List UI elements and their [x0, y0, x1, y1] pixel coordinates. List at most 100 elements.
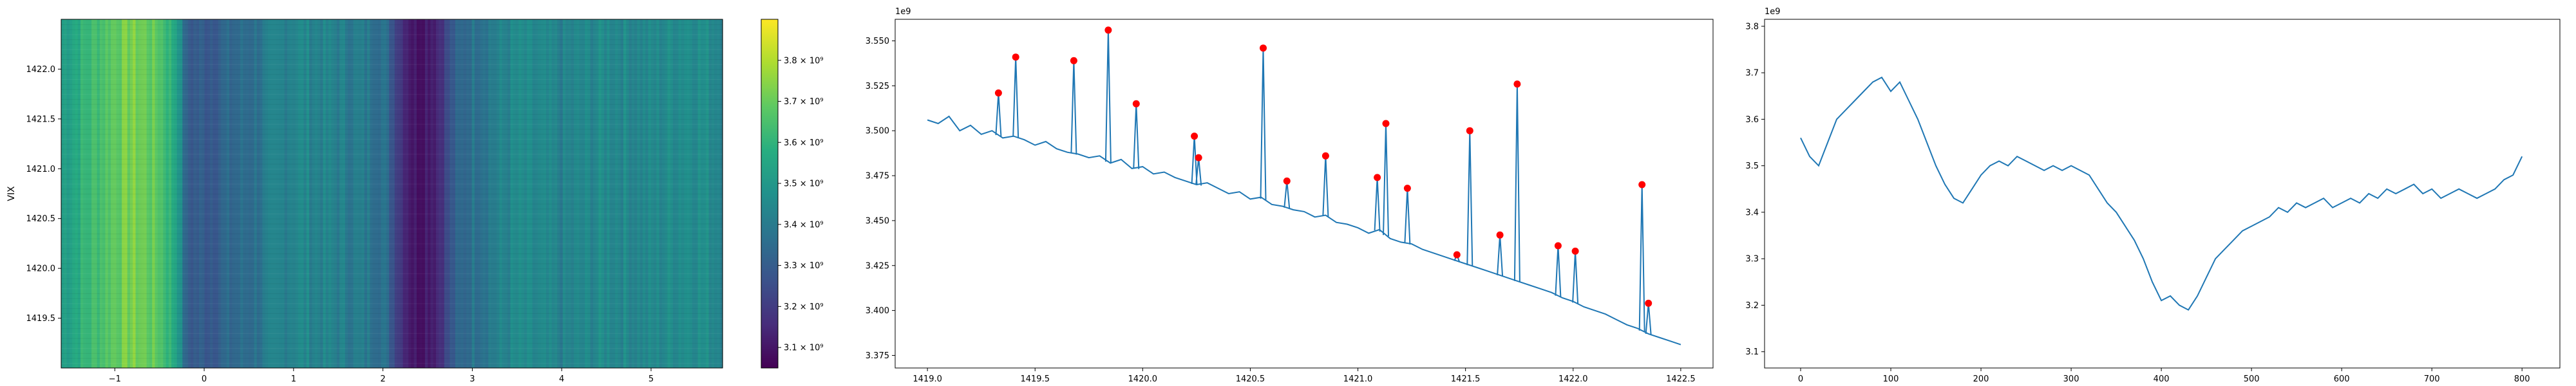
peak-marker	[1382, 120, 1390, 127]
heatmap-column	[375, 19, 379, 368]
heatmap-column	[72, 19, 75, 368]
heatmap-column	[447, 19, 450, 368]
heatmap-column	[474, 19, 478, 368]
heatmap-row-stripe	[61, 223, 723, 225]
heatmap-column	[176, 19, 180, 368]
y-tick-label: 3.450	[866, 216, 889, 226]
heatmap-column	[604, 19, 607, 368]
x-tick-label: 200	[1973, 374, 1989, 384]
heatmap-column	[645, 19, 649, 368]
heatmap-column	[279, 19, 282, 368]
y-tick-label: 1421.0	[26, 165, 56, 174]
heatmap-column	[113, 19, 117, 368]
heatmap-column	[629, 19, 632, 368]
peak-marker	[1638, 181, 1646, 188]
heatmap-column	[133, 19, 137, 368]
heatmap-row-stripe	[61, 124, 723, 125]
heatmap-column	[719, 19, 723, 368]
heatmap-column	[267, 19, 271, 368]
y-tick-label: 3.2	[1745, 301, 1759, 311]
colorbar-tick-label: 3.8 × 10⁹	[784, 56, 824, 66]
heatmap-column	[234, 19, 238, 368]
heatmap-column	[226, 19, 230, 368]
heatmap-column	[361, 19, 365, 368]
heatmap-column	[587, 19, 591, 368]
heatmap-column	[435, 19, 439, 368]
x-tick-label: 1419.0	[913, 374, 942, 384]
heatmap-column	[648, 19, 652, 368]
x-tick-label: 100	[1883, 374, 1899, 384]
heatmap-column	[77, 19, 81, 368]
heatmap-column	[221, 19, 225, 368]
y-tick-label: 3.500	[866, 127, 889, 136]
series-chart-panel: 0 100 200 300 400 500 600 700 800 3.1 3.2 3.3 3.4 3.5…	[1745, 7, 2561, 384]
heatmap-column	[325, 19, 329, 368]
heatmap-row-stripe	[61, 44, 723, 45]
peak-marker	[1195, 154, 1202, 161]
heatmap-column	[91, 19, 95, 368]
heatmap-column	[607, 19, 611, 368]
heatmap-column	[309, 19, 313, 368]
heatmap-cells	[61, 19, 723, 368]
peak-marker	[1453, 251, 1461, 259]
y-tick-label: 3.7	[1745, 69, 1759, 78]
heatmap-row-stripe	[61, 24, 723, 25]
heatmap-row-stripe	[61, 353, 723, 354]
heatmap-column	[623, 19, 627, 368]
heatmap-column	[345, 19, 348, 368]
heatmap-column	[240, 19, 244, 368]
heatmap-column	[609, 19, 613, 368]
heatmap-column	[480, 19, 484, 368]
heatmap-column	[135, 19, 139, 368]
x-tick-label: 1421.0	[1343, 374, 1373, 384]
y-tick-label: 3.475	[866, 172, 889, 181]
heatmap-column	[273, 19, 277, 368]
x-tick-label: 1419.5	[1020, 374, 1050, 384]
heatmap-column	[717, 19, 721, 368]
heatmap-column	[411, 19, 415, 368]
heatmap-column	[372, 19, 376, 368]
heatmap-column	[560, 19, 564, 368]
heatmap-column	[656, 19, 660, 368]
y-tick-label: 1421.5	[26, 115, 56, 124]
heatmap-column	[529, 19, 533, 368]
heatmap-column	[160, 19, 164, 368]
heatmap-column	[650, 19, 654, 368]
heatmap-column	[538, 19, 542, 368]
heatmap-row-stripe	[61, 94, 723, 95]
heatmap-column	[543, 19, 547, 368]
heatmap-column	[579, 19, 583, 368]
colorbar: 3.1 × 10⁹ 3.2 × 10⁹ 3.3 × 10⁹ 3.4 × 10⁹ 3.5 …	[761, 19, 824, 369]
heatmap-column	[458, 19, 462, 368]
heatmap-column	[695, 19, 699, 368]
peak-marker	[1645, 299, 1653, 307]
heatmap-column	[389, 19, 393, 368]
x-tick-label: −1	[109, 374, 121, 384]
heatmap-column	[513, 19, 516, 368]
heatmap-row-stripe	[61, 283, 723, 284]
heatmap-row-stripe	[61, 318, 723, 319]
heatmap-row-stripe	[61, 328, 723, 329]
heatmap-column	[213, 19, 216, 368]
heatmap-row-stripe	[61, 118, 723, 120]
heatmap-column	[689, 19, 693, 368]
heatmap-column	[612, 19, 616, 368]
x-tick-label: 1	[291, 374, 296, 384]
heatmap-column	[339, 19, 343, 368]
heatmap-column	[301, 19, 305, 368]
y-tick-label: 3.550	[866, 37, 889, 46]
heatmap-row-stripe	[61, 203, 723, 205]
peak-marker	[994, 89, 1002, 96]
heatmap-row-stripe	[61, 183, 723, 185]
x-tick-label: 0	[1798, 374, 1803, 384]
heatmap-column	[516, 19, 519, 368]
peak-marker	[1104, 26, 1112, 34]
heatmap-axes-frame	[61, 19, 723, 369]
heatmap-column	[245, 19, 249, 368]
heatmap-column	[706, 19, 710, 368]
heatmap-column	[141, 19, 144, 368]
heatmap-column	[518, 19, 522, 368]
heatmap-row-stripe	[61, 34, 723, 35]
axes-frame	[1764, 19, 2561, 369]
heatmap-column	[168, 19, 172, 368]
